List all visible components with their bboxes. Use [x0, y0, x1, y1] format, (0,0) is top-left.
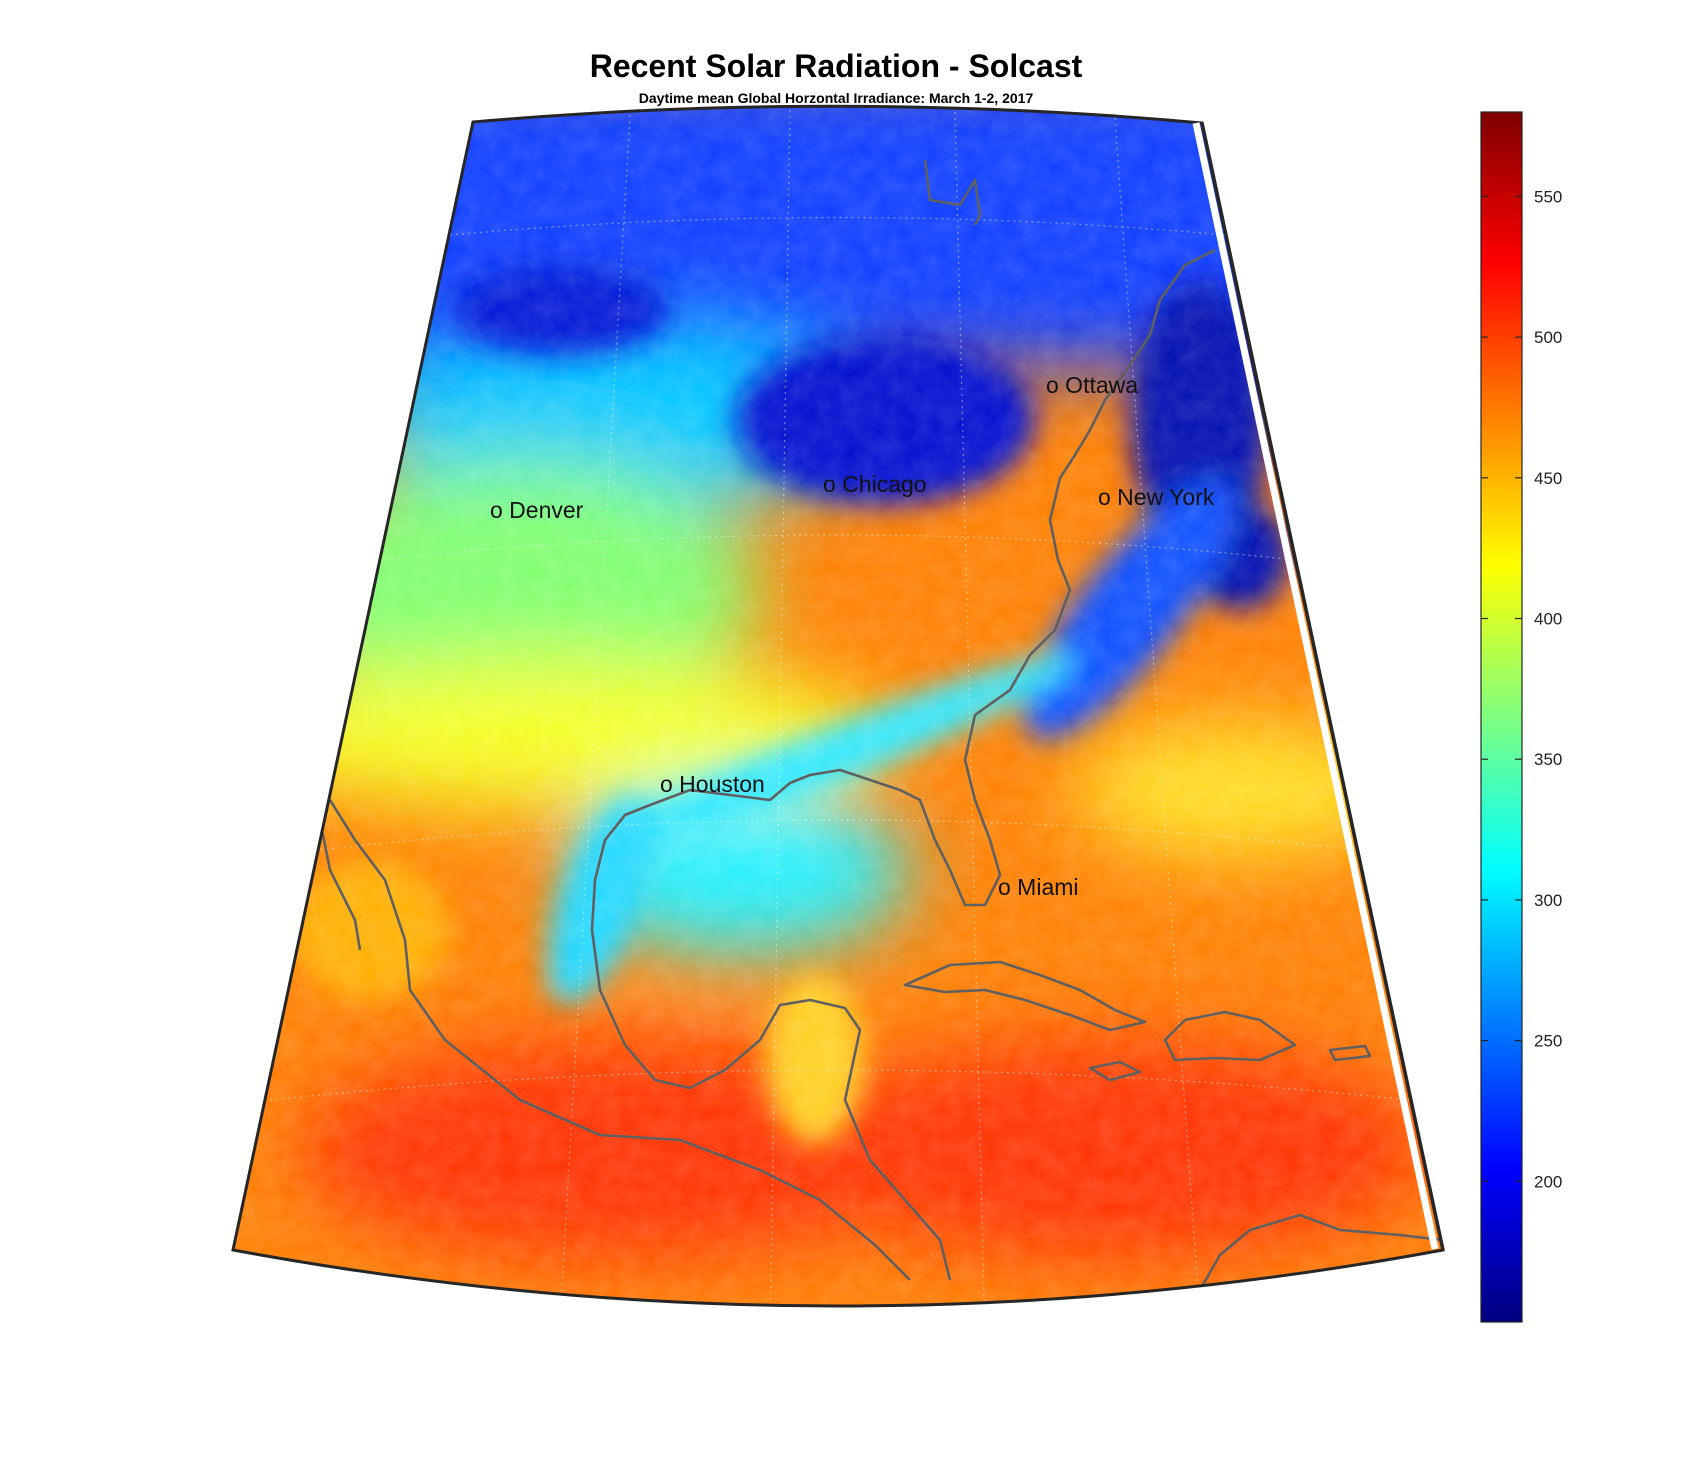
colorbar-tick-label: 200 — [1534, 1172, 1562, 1191]
graticule — [269, 109, 1411, 1307]
colorbar-gradient — [1480, 111, 1523, 1323]
hispaniola — [1163, 1010, 1297, 1062]
chart-title: Recent Solar Radiation - Solcast — [590, 48, 1083, 84]
jamaica — [1088, 1060, 1142, 1082]
map-frame-right-border — [1200, 122, 1445, 1251]
colorbar-tick-label: 300 — [1534, 891, 1562, 910]
city-chicago: o Chicago — [823, 471, 927, 497]
city-miami: o Miami — [998, 874, 1079, 900]
map-frame — [231, 104, 1445, 1308]
coastlines — [318, 159, 1443, 1291]
us-east-coast — [899, 248, 1216, 907]
map-frame-right-edge — [1192, 122, 1439, 1250]
baja-california — [318, 819, 362, 951]
city-new-york: o New York — [1098, 484, 1215, 510]
colorbar: 200 250 300 350 400 450 500 550 — [1480, 111, 1562, 1323]
satellite-texture — [233, 106, 1443, 1307]
city-houston: o Houston — [660, 771, 765, 797]
mexico-pacific-coast — [328, 799, 911, 1281]
colorbar-tick-label: 550 — [1534, 187, 1562, 206]
gulf-coast — [590, 768, 952, 1281]
irradiance-map: o Ottawa o Chicago o Denver o New York o… — [233, 106, 1443, 1307]
city-denver: o Denver — [490, 497, 584, 523]
chart-subtitle: Daytime mean Global Horzontal Irradiance… — [639, 90, 1034, 106]
city-markers: o Ottawa o Chicago o Denver o New York o… — [490, 372, 1215, 900]
colorbar-tick-label: 400 — [1534, 610, 1562, 629]
hudson-bay-coast — [923, 159, 982, 226]
colorbar-tick-label: 350 — [1534, 750, 1562, 769]
cuba — [903, 960, 1147, 1032]
puerto-rico — [1328, 1044, 1372, 1062]
colorbar-tick-label: 450 — [1534, 469, 1562, 488]
colorbar-tick-label: 250 — [1534, 1032, 1562, 1051]
colorbar-tick-label: 500 — [1534, 328, 1562, 347]
colorbar-ticks: 200 250 300 350 400 450 500 550 — [1481, 187, 1562, 1191]
south-america-coast — [1198, 1213, 1443, 1291]
city-ottawa: o Ottawa — [1046, 372, 1138, 398]
